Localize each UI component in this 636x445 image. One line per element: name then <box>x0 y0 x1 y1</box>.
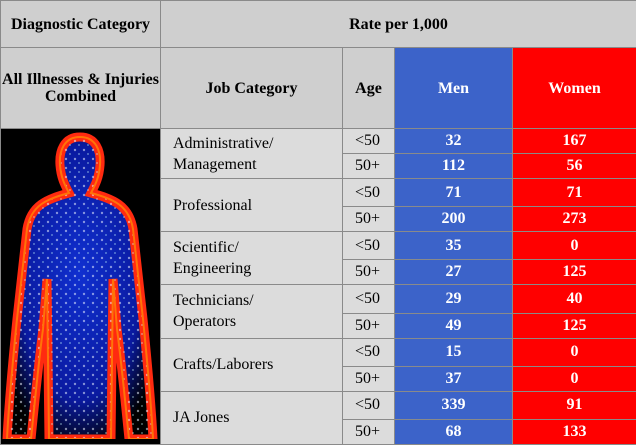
women-cell: 0 <box>513 366 636 391</box>
women-cell: 125 <box>513 313 636 338</box>
women-cell: 167 <box>513 129 636 154</box>
men-cell: 37 <box>395 366 513 391</box>
body-image <box>1 129 159 439</box>
men-cell: 15 <box>395 338 513 366</box>
men-cell: 71 <box>395 179 513 207</box>
job-line: Engineering <box>173 258 342 279</box>
women-cell: 40 <box>513 285 636 313</box>
age-cell: <50 <box>343 179 395 207</box>
job-line: Management <box>173 154 342 175</box>
job-line: Technicians/ <box>173 290 342 311</box>
job-line: Crafts/Laborers <box>173 354 342 375</box>
men-cell: 339 <box>395 391 513 419</box>
header-cell: Rate per 1,000 <box>161 1 636 48</box>
job-cell: Crafts/Laborers <box>161 338 343 391</box>
header-cell: All Illnesses & Injuries Combined <box>1 48 161 129</box>
men-cell: 200 <box>395 207 513 232</box>
age-cell: 50+ <box>343 260 395 285</box>
age-cell: <50 <box>343 232 395 260</box>
job-line: Administrative/ <box>173 133 342 154</box>
job-cell: Professional <box>161 179 343 232</box>
job-line: Professional <box>173 195 342 216</box>
women-cell: 0 <box>513 232 636 260</box>
men-cell: 112 <box>395 154 513 179</box>
women-cell: 125 <box>513 260 636 285</box>
women-cell: 56 <box>513 154 636 179</box>
job-cell: Technicians/Operators <box>161 285 343 338</box>
header-cell: Job Category <box>161 48 343 129</box>
age-cell: <50 <box>343 285 395 313</box>
age-cell: <50 <box>343 338 395 366</box>
men-cell: 29 <box>395 285 513 313</box>
age-cell: 50+ <box>343 207 395 232</box>
image-cell <box>1 129 161 445</box>
women-cell: 91 <box>513 391 636 419</box>
men-cell: 49 <box>395 313 513 338</box>
women-cell: 71 <box>513 179 636 207</box>
age-cell: 50+ <box>343 313 395 338</box>
men-cell: 32 <box>395 129 513 154</box>
job-cell: JA Jones <box>161 391 343 444</box>
header-cell: Women <box>513 48 636 129</box>
age-cell: <50 <box>343 129 395 154</box>
age-cell: <50 <box>343 391 395 419</box>
job-line: Operators <box>173 311 342 332</box>
age-cell: 50+ <box>343 366 395 391</box>
age-cell: 50+ <box>343 154 395 179</box>
men-cell: 27 <box>395 260 513 285</box>
job-cell: Administrative/Management <box>161 129 343 179</box>
header-cell: Diagnostic Category <box>1 1 161 48</box>
job-line: Scientific/ <box>173 237 342 258</box>
header-cell: Men <box>395 48 513 129</box>
women-cell: 0 <box>513 338 636 366</box>
men-cell: 35 <box>395 232 513 260</box>
header-cell: Age <box>343 48 395 129</box>
job-cell: Scientific/Engineering <box>161 232 343 285</box>
women-cell: 273 <box>513 207 636 232</box>
job-line: JA Jones <box>173 407 342 428</box>
